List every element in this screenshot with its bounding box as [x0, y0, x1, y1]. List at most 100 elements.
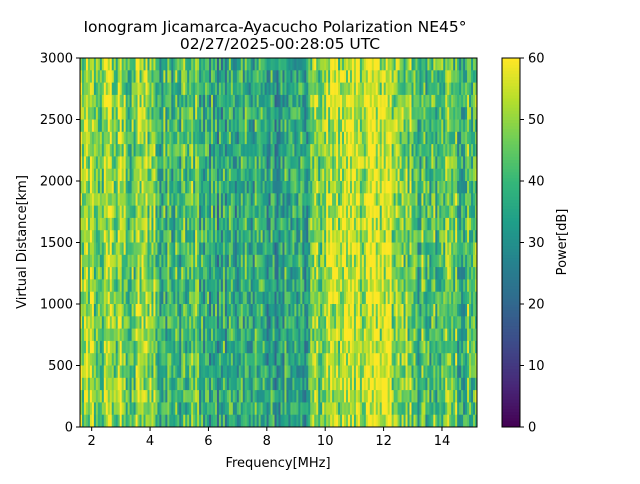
heatmap-cell — [151, 279, 154, 293]
heatmap-cell — [127, 340, 131, 354]
heatmap-cell — [314, 205, 317, 219]
heatmap-cell — [294, 267, 297, 280]
heatmap-cell — [238, 353, 242, 366]
heatmap-cell — [81, 402, 85, 416]
heatmap-cell — [99, 193, 103, 206]
heatmap-cell — [282, 254, 285, 268]
heatmap-cell — [334, 353, 337, 366]
heatmap-cell — [209, 414, 212, 428]
heatmap-cell — [216, 340, 220, 354]
heatmap-cell — [322, 94, 325, 108]
heatmap-cell — [236, 353, 240, 366]
heatmap-cell — [145, 107, 148, 120]
heatmap-cell — [282, 390, 285, 403]
heatmap-cell — [260, 340, 264, 354]
heatmap-cell — [326, 328, 329, 342]
heatmap-cell — [330, 70, 333, 83]
heatmap-cell — [232, 316, 236, 329]
heatmap-cell — [195, 168, 198, 182]
heatmap-cell — [93, 353, 97, 366]
heatmap-cell — [288, 267, 291, 280]
heatmap-cell — [169, 94, 172, 108]
heatmap-cell — [107, 131, 111, 145]
heatmap-cell — [397, 58, 400, 71]
heatmap-cell — [238, 82, 242, 96]
heatmap-cell — [127, 119, 131, 133]
heatmap-cell — [340, 230, 343, 243]
heatmap-cell — [133, 402, 136, 416]
heatmap-cell — [266, 390, 269, 403]
heatmap-cell — [300, 131, 303, 145]
heatmap-cell — [389, 205, 393, 219]
heatmap-cell — [324, 353, 327, 366]
heatmap-cell — [193, 119, 196, 133]
heatmap-cell — [371, 205, 375, 219]
heatmap-cell — [361, 144, 365, 157]
heatmap-cell — [363, 94, 367, 108]
heatmap-cell — [405, 267, 408, 280]
heatmap-cell — [401, 107, 404, 120]
heatmap-cell — [290, 131, 293, 145]
heatmap-cell — [133, 181, 136, 194]
heatmap-cell — [351, 402, 355, 416]
heatmap-cell — [363, 82, 367, 96]
heatmap-cell — [191, 181, 194, 194]
heatmap-cell — [393, 58, 397, 71]
heatmap-cell — [149, 304, 152, 317]
heatmap-cell — [97, 316, 101, 329]
heatmap-cell — [135, 119, 138, 133]
heatmap-cell — [314, 340, 317, 354]
heatmap-cell — [232, 94, 236, 108]
heatmap-cell — [203, 107, 206, 120]
heatmap-cell — [282, 414, 285, 428]
heatmap-cell — [316, 168, 319, 182]
heatmap-cell — [359, 291, 363, 305]
heatmap-cell — [121, 328, 125, 342]
heatmap-cell — [220, 168, 224, 182]
heatmap-cell — [256, 316, 260, 329]
heatmap-cell — [224, 267, 228, 280]
heatmap-cell — [344, 377, 347, 391]
heatmap-cell — [80, 230, 83, 243]
heatmap-cell — [353, 107, 357, 120]
heatmap-cell — [340, 168, 343, 182]
heatmap-cell — [397, 156, 400, 170]
heatmap-cell — [207, 414, 210, 428]
heatmap-cell — [292, 131, 295, 145]
heatmap-cell — [222, 156, 226, 170]
heatmap-cell — [399, 107, 402, 120]
heatmap-cell — [139, 168, 142, 182]
heatmap-cell — [171, 390, 174, 403]
heatmap-cell — [163, 402, 166, 416]
heatmap-cell — [155, 279, 158, 293]
heatmap-cell — [99, 82, 103, 96]
heatmap-cell — [391, 230, 395, 243]
heatmap-cell — [298, 58, 301, 71]
heatmap-cell — [353, 217, 357, 231]
heatmap-cell — [131, 144, 134, 157]
heatmap-cell — [238, 107, 242, 120]
heatmap-cell — [165, 70, 168, 83]
heatmap-cell — [391, 205, 395, 219]
heatmap-cell — [113, 193, 117, 206]
heatmap-cell — [238, 365, 242, 379]
heatmap-cell — [216, 390, 220, 403]
heatmap-cell — [163, 328, 166, 342]
heatmap-cell — [308, 131, 311, 145]
heatmap-cell — [137, 242, 140, 256]
heatmap-cell — [151, 58, 154, 71]
heatmap-cell — [387, 82, 391, 96]
heatmap-cell — [403, 193, 406, 206]
heatmap-cell — [214, 205, 218, 219]
heatmap-cell — [171, 316, 174, 329]
heatmap-cell — [381, 144, 385, 157]
heatmap-cell — [326, 254, 329, 268]
heatmap-cell — [149, 119, 152, 133]
heatmap-cell — [179, 58, 182, 71]
heatmap-cell — [367, 131, 371, 145]
heatmap-cell — [81, 217, 85, 231]
heatmap-cell — [310, 205, 313, 219]
heatmap-cell — [298, 390, 301, 403]
heatmap-cell — [93, 156, 97, 170]
heatmap-cell — [197, 181, 200, 194]
